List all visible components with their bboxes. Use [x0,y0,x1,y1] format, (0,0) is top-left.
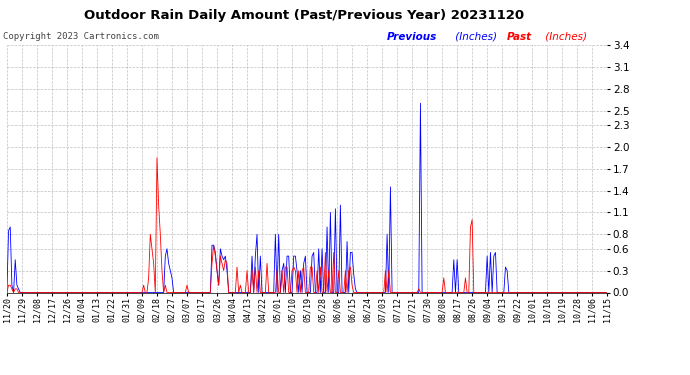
Text: Previous: Previous [386,32,437,42]
Text: Past: Past [507,32,532,42]
Text: (Inches): (Inches) [542,32,586,42]
Text: Outdoor Rain Daily Amount (Past/Previous Year) 20231120: Outdoor Rain Daily Amount (Past/Previous… [83,9,524,22]
Text: Copyright 2023 Cartronics.com: Copyright 2023 Cartronics.com [3,32,159,41]
Text: (Inches): (Inches) [452,32,497,42]
